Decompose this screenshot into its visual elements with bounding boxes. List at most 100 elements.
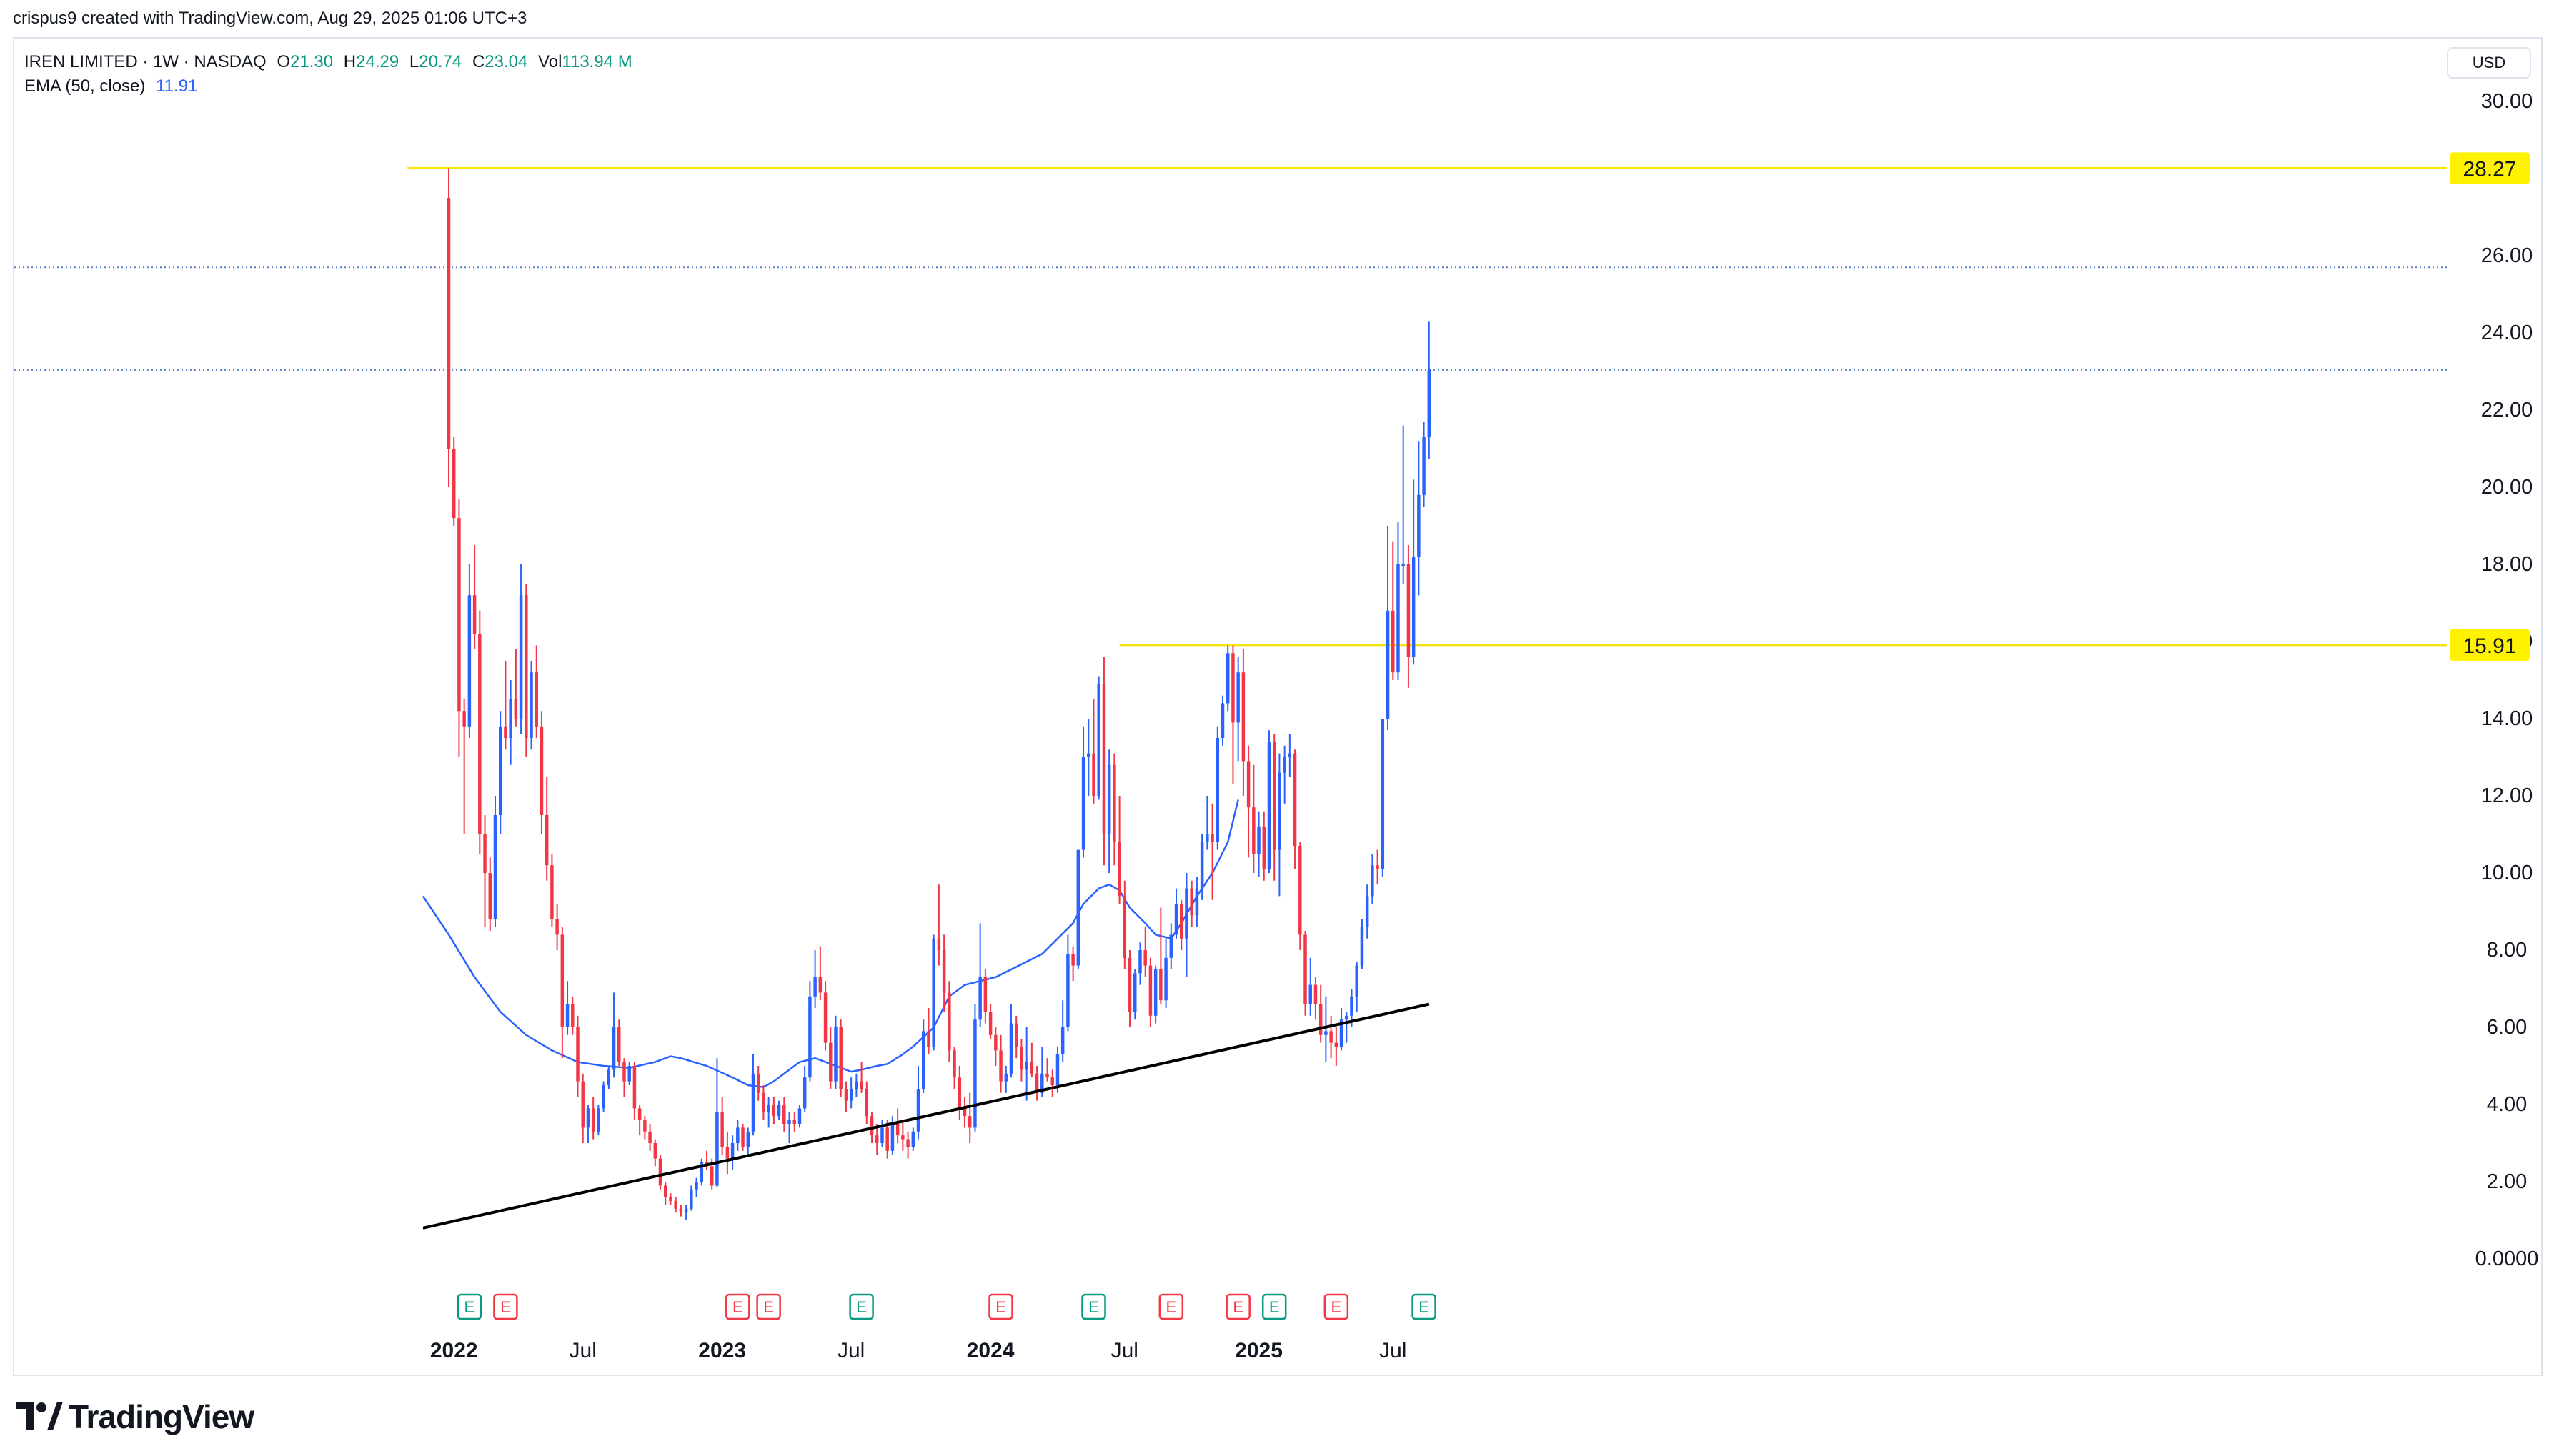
candle	[1278, 753, 1281, 897]
candle-body	[612, 1027, 616, 1070]
candle-body	[870, 1116, 874, 1136]
level-labels: 28.27 15.91	[2450, 152, 2530, 661]
candle-body	[462, 711, 466, 727]
candle	[565, 981, 570, 1035]
earnings-marker-letter: E	[856, 1298, 867, 1316]
candle-body	[948, 992, 951, 1051]
earnings-marker[interactable]: E	[756, 1293, 781, 1320]
earnings-marker[interactable]: E	[725, 1293, 750, 1320]
earnings-marker-letter: E	[1331, 1298, 1341, 1316]
candle-body	[637, 1108, 642, 1120]
close-label: C	[472, 52, 485, 71]
level-price-label-text: 15.91	[2463, 634, 2516, 658]
candle	[916, 1066, 920, 1140]
candle	[1427, 321, 1431, 459]
time-tick-label: Jul	[838, 1339, 865, 1362]
ema-label[interactable]: EMA (50, close)	[24, 76, 146, 96]
candle-body	[1376, 865, 1379, 869]
candle	[535, 645, 538, 738]
earnings-marker[interactable]: E	[1411, 1293, 1436, 1320]
candle	[1360, 919, 1364, 969]
chart-credit: crispus9 created with TradingView.com, A…	[13, 9, 527, 28]
earnings-marker-letter: E	[1088, 1298, 1099, 1316]
candle	[571, 996, 575, 1035]
candle	[803, 1066, 807, 1112]
candle-body	[545, 815, 549, 866]
candle-body	[1231, 653, 1235, 723]
earnings-marker[interactable]: E	[988, 1293, 1013, 1320]
candle-body	[1267, 742, 1271, 869]
earnings-marker[interactable]: E	[1323, 1293, 1349, 1320]
candle-body	[911, 1131, 915, 1147]
candle	[1164, 938, 1168, 1008]
earnings-marker[interactable]: E	[1081, 1293, 1106, 1320]
candle	[746, 1127, 750, 1155]
earnings-marker-letter: E	[1269, 1298, 1280, 1316]
candle	[1345, 1012, 1348, 1043]
tradingview-logo[interactable]: TradingView	[16, 1398, 254, 1435]
candle	[865, 1081, 869, 1124]
candle-body	[1206, 834, 1209, 842]
earnings-marker[interactable]: E	[1158, 1293, 1184, 1320]
candle	[664, 1182, 667, 1205]
candle	[901, 1120, 905, 1151]
candle-body	[602, 1085, 605, 1109]
ema-value: 11.91	[156, 76, 198, 96]
candle-body	[560, 934, 565, 1027]
low-label: L	[409, 52, 419, 71]
candle-body	[895, 1124, 900, 1136]
candle-body	[937, 938, 941, 950]
chart-legend: IREN LIMITED · 1W · NASDAQ O21.30 H24.29…	[24, 50, 632, 99]
candle	[627, 1062, 631, 1085]
candle	[937, 884, 941, 966]
candle	[586, 1105, 590, 1143]
candle	[1113, 753, 1116, 866]
candle	[844, 1081, 848, 1112]
candle	[1060, 1000, 1065, 1062]
candle-body	[493, 815, 497, 919]
ema-layer	[422, 799, 1239, 1088]
symbol-title[interactable]: IREN LIMITED · 1W · NASDAQ	[24, 52, 267, 71]
earnings-marker[interactable]: E	[457, 1293, 482, 1320]
candle-body	[1060, 1027, 1065, 1054]
candle-body	[968, 1116, 972, 1128]
candle-body	[829, 1042, 833, 1082]
candle-body	[823, 992, 828, 1043]
candle-body	[1211, 834, 1214, 842]
candle-body	[1308, 984, 1312, 1004]
candle	[555, 904, 559, 950]
earnings-marker[interactable]: E	[1261, 1293, 1287, 1320]
candle	[1417, 441, 1421, 596]
candle-body	[1081, 757, 1085, 850]
candle-body	[483, 834, 487, 873]
candle	[994, 1027, 998, 1066]
currency-button[interactable]: USD	[2447, 47, 2531, 79]
candle	[581, 1073, 585, 1143]
candle-body	[684, 1208, 688, 1213]
candle	[622, 1058, 626, 1097]
candle	[607, 1066, 611, 1089]
earnings-marker-letter: E	[732, 1298, 743, 1316]
candle	[632, 1062, 637, 1120]
candle-body	[1283, 757, 1286, 773]
candle	[462, 699, 466, 834]
candle	[1092, 699, 1095, 804]
earnings-marker[interactable]: E	[849, 1293, 874, 1320]
earnings-marker-letter: E	[995, 1298, 1006, 1316]
candle	[509, 680, 512, 765]
level-price-label: 15.91	[2450, 629, 2530, 661]
candle	[1107, 749, 1111, 873]
candle-body	[963, 1108, 967, 1117]
candle-body	[1040, 1073, 1044, 1093]
candle-body	[1195, 888, 1199, 916]
candle	[612, 992, 616, 1078]
candle	[1169, 923, 1173, 969]
candle	[1241, 649, 1246, 796]
earnings-marker[interactable]: E	[493, 1293, 518, 1320]
candle-body	[1262, 827, 1266, 869]
candle-body	[504, 726, 507, 738]
candle	[1293, 749, 1297, 869]
candle	[1087, 719, 1090, 796]
earnings-marker[interactable]: E	[1226, 1293, 1251, 1320]
